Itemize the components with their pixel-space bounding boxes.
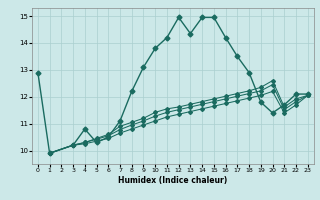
X-axis label: Humidex (Indice chaleur): Humidex (Indice chaleur) xyxy=(118,176,228,185)
